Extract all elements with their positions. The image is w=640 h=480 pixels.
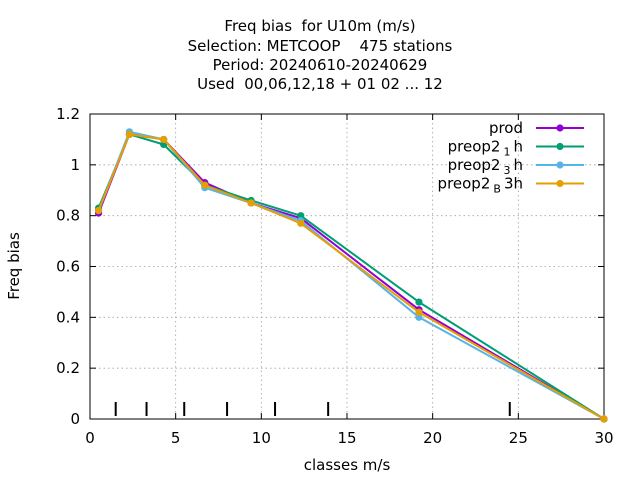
legend-entry: preop2 3 h — [448, 156, 584, 177]
y-tick-label: 0.8 — [56, 207, 80, 225]
legend-entry: preop2 B 3h — [438, 175, 584, 196]
title-line-2: Selection: METCOOP 475 stations — [187, 37, 453, 55]
data-point — [297, 219, 305, 227]
y-tick-label: 0.4 — [56, 308, 80, 326]
x-tick-label: 20 — [423, 429, 442, 447]
data-point — [415, 313, 423, 321]
data-point — [415, 308, 423, 316]
data-point — [415, 298, 423, 306]
legend-label: preop2 3 h — [448, 156, 523, 177]
x-tick-label: 5 — [171, 429, 181, 447]
legend-swatch-marker — [556, 161, 564, 169]
legend-label: preop2 B 3h — [438, 175, 523, 196]
title-line-4: Used 00,06,12,18 + 01 02 ... 12 — [197, 75, 443, 93]
y-tick-label: 0.6 — [56, 258, 80, 276]
legend-entry: prod — [489, 119, 584, 137]
title-line-3: Period: 20240610-20240629 — [212, 56, 428, 74]
x-tick-label: 30 — [594, 429, 613, 447]
data-point — [94, 206, 103, 215]
legend-entry: preop2 1 h — [448, 138, 584, 159]
x-axis-label: classes m/s — [303, 456, 391, 474]
series-2 — [94, 128, 608, 423]
data-point — [125, 130, 134, 138]
series-line — [97, 133, 605, 420]
data-point — [297, 212, 305, 220]
series-layer — [94, 128, 608, 423]
y-tick-label: 1 — [70, 156, 80, 174]
series-line — [97, 130, 605, 420]
legend-label: prod — [489, 119, 523, 137]
x-tick-label: 10 — [252, 429, 271, 447]
legend-swatch-marker — [556, 124, 564, 132]
grid — [90, 114, 604, 419]
y-tick-label: 1.2 — [56, 105, 80, 123]
legend-swatch-marker — [556, 179, 564, 188]
axes: 0 5 10 15 20 25 30 0 0.2 0.4 0.6 0.8 1 1.2 — [56, 105, 613, 447]
legend-swatch-marker — [556, 142, 564, 151]
data-point — [600, 415, 608, 423]
data-point — [247, 199, 255, 207]
y-tick-label: 0 — [70, 410, 80, 428]
legend-label: preop2 1 h — [448, 138, 523, 159]
x-tick-label: 25 — [509, 429, 528, 447]
y-tick-label: 0.2 — [56, 359, 80, 377]
x-tick-label: 15 — [337, 429, 356, 447]
data-point — [160, 135, 168, 144]
data-point — [201, 181, 209, 189]
x-tick-label: 0 — [85, 429, 95, 447]
title-line-1: Freq bias for U10m (m/s) — [224, 17, 416, 35]
series-3 — [94, 130, 608, 423]
